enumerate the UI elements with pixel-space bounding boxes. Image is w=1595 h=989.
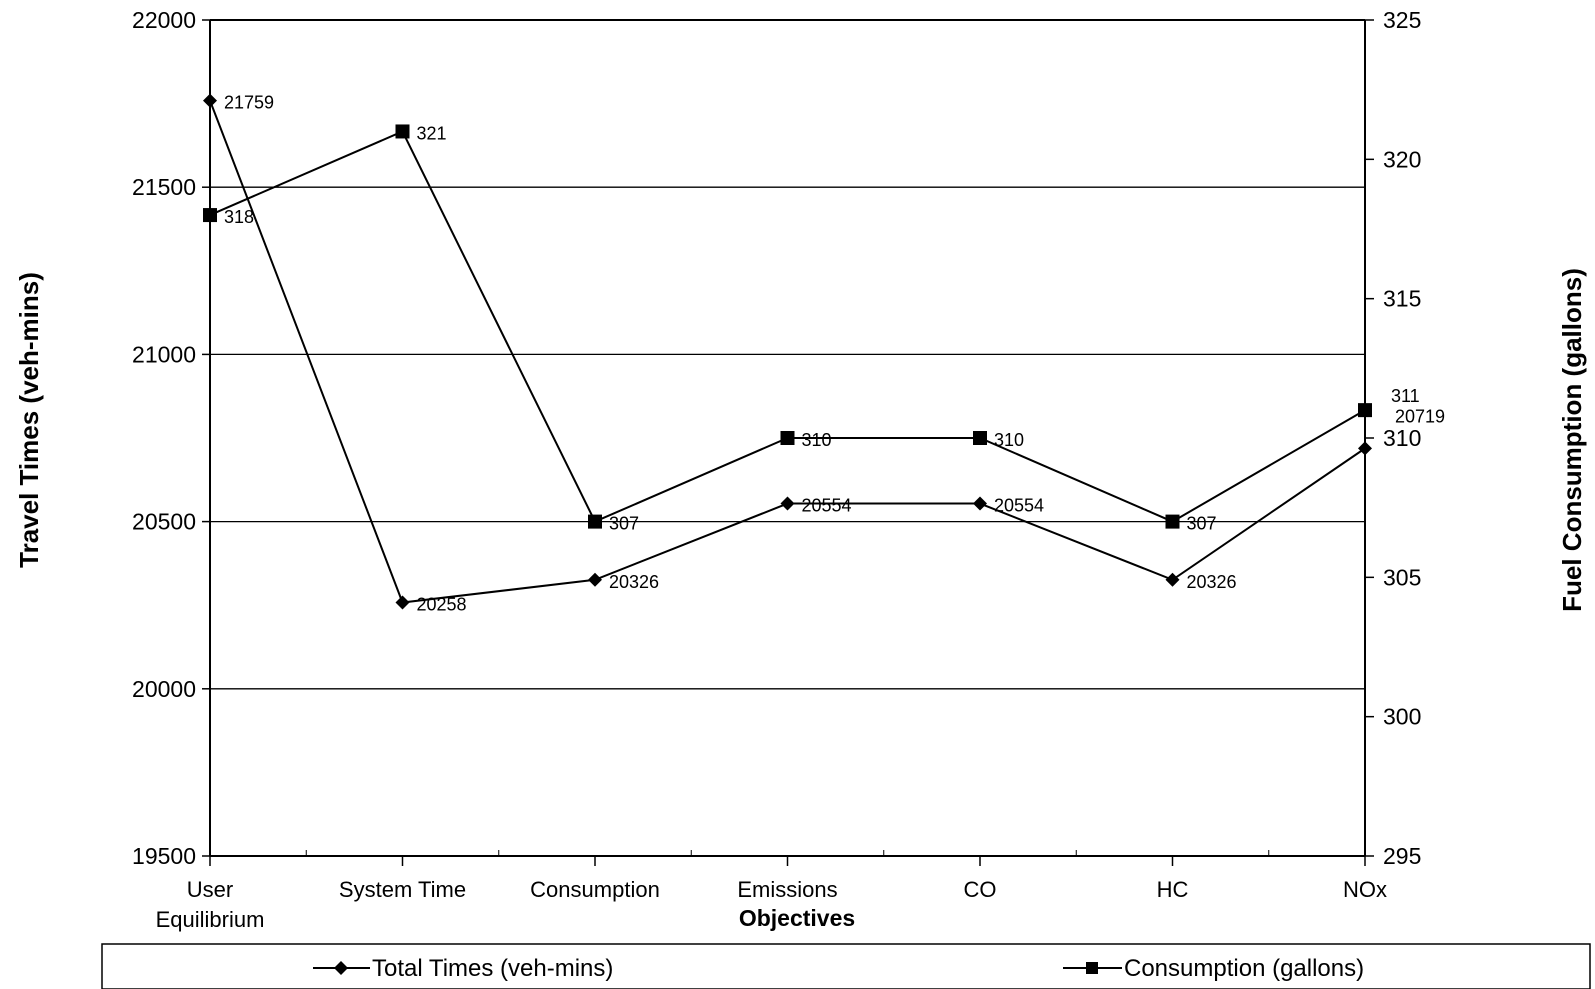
total-times-point bbox=[203, 93, 217, 108]
right-axis-ticks: 295 300 305 310 315 320 325 bbox=[1365, 7, 1421, 869]
total-times-data-label: 21759 bbox=[224, 93, 274, 113]
total-times-data-label: 20258 bbox=[417, 595, 467, 615]
total-times-point bbox=[780, 496, 795, 511]
y2-tick-label: 315 bbox=[1383, 286, 1421, 312]
consumption-data-label: 307 bbox=[609, 514, 639, 534]
category-label: CO bbox=[964, 877, 997, 902]
total-times-data-label: 20326 bbox=[1187, 572, 1237, 592]
consumption-data-label: 310 bbox=[994, 430, 1024, 450]
legend-box bbox=[101, 943, 1591, 989]
series-line-consumption bbox=[209, 130, 1366, 523]
total-times-data-label: 20719 bbox=[1395, 406, 1445, 426]
y-tick-label: 22000 bbox=[132, 7, 196, 33]
consumption-point bbox=[588, 514, 602, 529]
consumption-point bbox=[973, 431, 987, 445]
category-label: System Time bbox=[339, 877, 466, 902]
total-times-point bbox=[1165, 572, 1180, 587]
consumption-data-label: 311 bbox=[1391, 386, 1420, 406]
x-axis-title: Objectives bbox=[739, 905, 855, 931]
consumption-point bbox=[1358, 403, 1372, 418]
y2-tick-label: 310 bbox=[1383, 425, 1421, 451]
total-times-point bbox=[588, 572, 602, 587]
y2-tick-label: 320 bbox=[1383, 146, 1421, 172]
diamond-marker-icon bbox=[334, 961, 348, 975]
consumption-data-label: 318 bbox=[224, 207, 254, 227]
y-tick-label: 19500 bbox=[132, 843, 196, 869]
consumption-data-label: 321 bbox=[417, 123, 447, 143]
y-tick-label: 21000 bbox=[132, 341, 196, 367]
legend-item-consumption: Consumption (gallons) bbox=[1063, 955, 1364, 982]
consumption-point bbox=[203, 208, 217, 223]
consumption-point bbox=[780, 431, 795, 445]
legend-label-total-times: Total Times (veh-mins) bbox=[372, 955, 613, 982]
consumption-data-label: 307 bbox=[1187, 514, 1217, 534]
total-times-point bbox=[973, 496, 987, 511]
total-times-point bbox=[1358, 441, 1372, 456]
total-times-point bbox=[395, 595, 410, 610]
series-group: 21759 20258 20326 20554 20554 20326 20719 318 32… bbox=[203, 93, 1445, 615]
consumption-point bbox=[395, 124, 410, 139]
consumption-data-label: 310 bbox=[802, 430, 832, 450]
left-axis-ticks: 19500 20000 20500 21000 21500 22000 bbox=[132, 7, 210, 869]
legend: Total Times (veh-mins) Consumption (gall… bbox=[101, 943, 1591, 989]
category-label: NOx bbox=[1343, 877, 1387, 902]
y2-tick-label: 295 bbox=[1383, 843, 1421, 869]
total-times-data-label: 20326 bbox=[609, 572, 659, 592]
y2-tick-label: 305 bbox=[1383, 564, 1421, 590]
consumption-point bbox=[1165, 514, 1180, 529]
left-axis-title: Travel Times (veh-mins) bbox=[14, 272, 44, 568]
category-label: User bbox=[187, 877, 233, 902]
total-times-data-label: 20554 bbox=[802, 496, 852, 516]
category-label: Consumption bbox=[530, 877, 660, 902]
y-tick-label: 21500 bbox=[132, 174, 196, 200]
y-tick-label: 20500 bbox=[132, 509, 196, 535]
y2-tick-label: 325 bbox=[1383, 7, 1421, 33]
total-times-data-label: 20554 bbox=[994, 496, 1044, 516]
category-label: HC bbox=[1157, 877, 1189, 902]
category-label: Emissions bbox=[737, 877, 837, 902]
x-axis-ticks: User Equilibrium System Time Consumption Emi… bbox=[156, 850, 1387, 932]
square-marker-icon bbox=[1086, 962, 1098, 974]
right-axis-title: Fuel Consumption (gallons) bbox=[1557, 268, 1587, 612]
y2-tick-label: 300 bbox=[1383, 704, 1421, 730]
legend-item-total-times: Total Times (veh-mins) bbox=[313, 955, 613, 982]
category-label: Equilibrium bbox=[156, 907, 265, 932]
y-tick-label: 20000 bbox=[132, 676, 196, 702]
legend-label-consumption: Consumption (gallons) bbox=[1124, 955, 1364, 982]
